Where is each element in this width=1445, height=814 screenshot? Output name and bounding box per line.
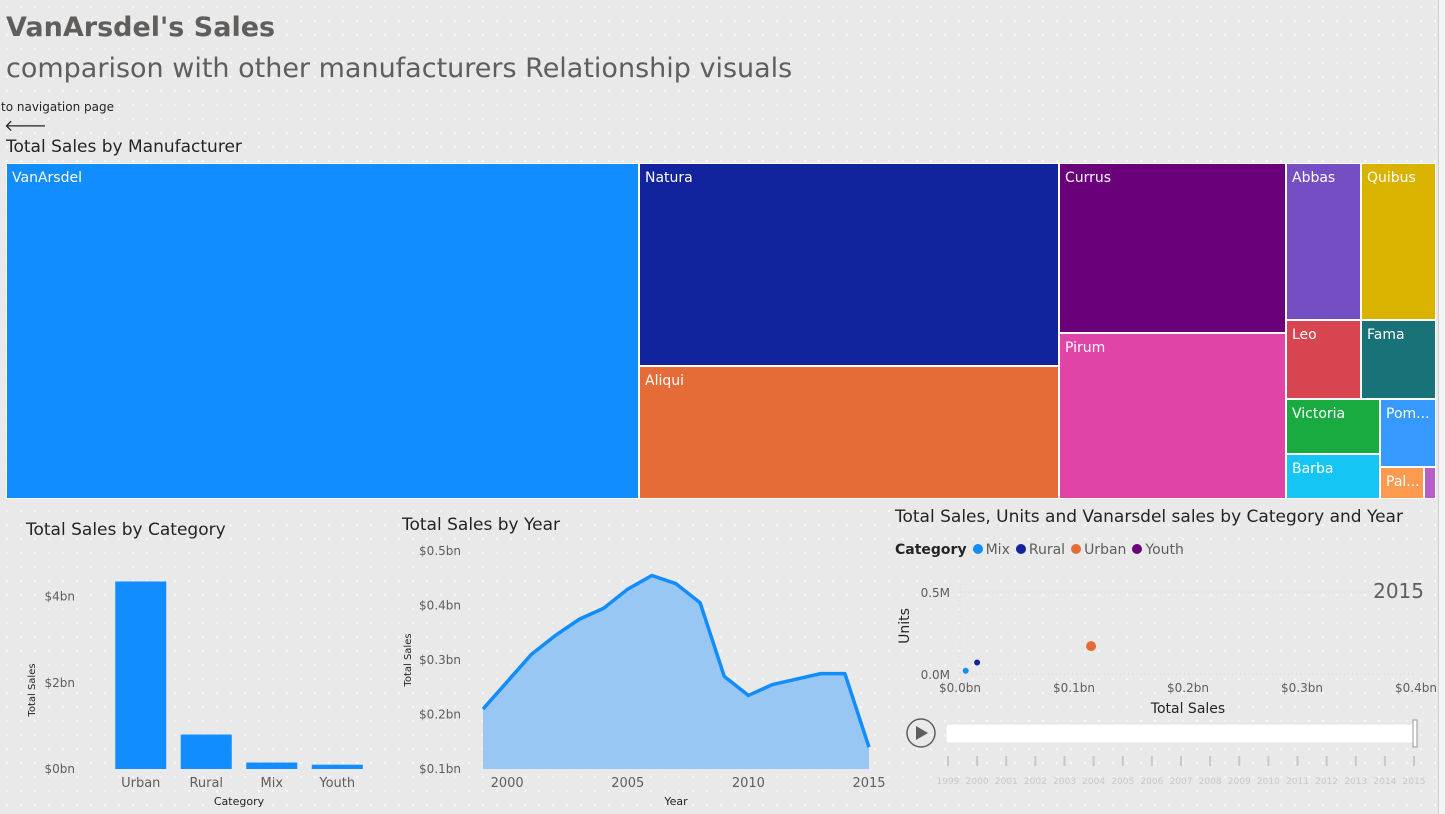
treemap-tile-victoria[interactable]: Victoria: [1286, 399, 1380, 454]
y-tick-label: $0.2bn: [419, 708, 461, 722]
timeline-slider-handle[interactable]: [1412, 719, 1418, 748]
x-tick-label: Mix: [260, 776, 283, 791]
x-tick-label: Youth: [318, 776, 355, 791]
page-edge: [1438, 0, 1445, 814]
timeline-year-label: 2003: [1053, 777, 1076, 787]
x-tick-label: 2010: [732, 776, 765, 791]
y-tick-label: $0.4bn: [419, 599, 461, 613]
bar[interactable]: [115, 581, 167, 769]
navigation-label: to navigation page: [1, 100, 114, 114]
play-year-label: 2015: [1373, 579, 1424, 603]
treemap-tile-currus[interactable]: Currus: [1059, 163, 1286, 333]
legend-dot-icon: [1132, 544, 1143, 554]
x-tick-label: Urban: [121, 776, 160, 791]
timeline-year-label: 2005: [1111, 777, 1134, 787]
treemap-tile-other[interactable]: [1424, 467, 1436, 499]
bar[interactable]: [311, 764, 363, 769]
x-tick-label: Rural: [189, 776, 223, 791]
timeline-year-label: 2011: [1286, 777, 1309, 787]
y-tick-label: $0.1bn: [419, 762, 461, 776]
play-button-ring: [906, 718, 936, 748]
treemap-tile-abbas[interactable]: Abbas: [1286, 163, 1361, 320]
timeline-year-label: 2004: [1082, 777, 1105, 787]
legend-item-youth[interactable]: Youth: [1132, 542, 1184, 558]
x-tick-label: $0.0bn: [939, 681, 981, 695]
timeline-year-label: 2012: [1315, 777, 1338, 787]
page-subtitle: comparison with other manufacturers Rela…: [6, 53, 793, 84]
y-axis-label: Units: [897, 608, 913, 644]
page-title: VanArsdel's Sales: [6, 12, 276, 43]
bar[interactable]: [246, 762, 298, 769]
x-tick-label: 2005: [611, 776, 644, 791]
x-tick-label: $0.1bn: [1053, 681, 1095, 695]
legend-item-urban[interactable]: Urban: [1071, 542, 1132, 558]
scatter-point-mix[interactable]: [962, 667, 969, 674]
treemap-tile-natura[interactable]: Natura: [639, 163, 1059, 366]
timeline-year-label: 2014: [1373, 777, 1396, 787]
y-tick-label: $0.3bn: [419, 653, 461, 667]
treemap-tile-quibus[interactable]: Quibus: [1361, 163, 1436, 320]
timeline-year-label: 2013: [1344, 777, 1367, 787]
legend-dot-icon: [972, 544, 983, 554]
treemap-tile-leo[interactable]: Leo: [1286, 320, 1361, 399]
timeline-year-label: 2008: [1199, 777, 1222, 787]
scatter-legend: Category Mix Rural Urban Youth: [895, 542, 1184, 558]
treemap-tile-aliqui[interactable]: Aliqui: [639, 366, 1059, 499]
play-icon: [916, 726, 928, 740]
timeline-year-label: 2001: [995, 777, 1018, 787]
scatter-point-urban[interactable]: [1086, 641, 1097, 652]
y-tick-label: 0.5M: [921, 586, 950, 600]
x-axis-label: Year: [663, 795, 688, 808]
x-axis-label: Category: [214, 795, 265, 808]
y-tick-label: $2bn: [45, 676, 76, 690]
x-tick-label: 2000: [491, 776, 524, 791]
timeline-year-label: 2010: [1257, 777, 1280, 787]
timeline-year-label: 2006: [1140, 777, 1163, 787]
play-button[interactable]: [906, 718, 936, 748]
timeline-year-label: 2007: [1170, 777, 1193, 787]
x-tick-label: 2015: [852, 776, 885, 791]
legend-title: Category: [895, 542, 967, 558]
timeline-year-label: 2009: [1228, 777, 1251, 787]
y-axis-label: Total Sales: [403, 633, 414, 687]
treemap: VanArsdel Natura Aliqui Currus Pirum Abb…: [6, 163, 1436, 499]
timeline-year-label: 1999: [937, 777, 960, 787]
area-chart-title: Total Sales by Year: [402, 515, 561, 535]
treemap-title: Total Sales by Manufacturer: [6, 137, 242, 157]
timeline-year-label: 2002: [1024, 777, 1047, 787]
x-tick-label: $0.3bn: [1281, 681, 1323, 695]
treemap-tile-barba[interactable]: Barba: [1286, 454, 1380, 499]
legend-item-rural[interactable]: Rural: [1015, 542, 1071, 558]
back-arrow-icon[interactable]: 🡐: [4, 116, 47, 135]
legend-dot-icon: [1071, 544, 1082, 554]
timeline-slider[interactable]: [945, 723, 1417, 744]
x-tick-label: $0.4bn: [1395, 681, 1437, 695]
treemap-tile-fama[interactable]: Fama: [1361, 320, 1436, 399]
x-axis-label: Total Sales: [1150, 701, 1225, 717]
treemap-tile-pal[interactable]: Pal...: [1380, 467, 1424, 499]
legend-item-mix[interactable]: Mix: [972, 542, 1016, 558]
bar-chart: $0bn $2bn $4bn Total Sales Urban Rural Mix Yout…: [27, 581, 363, 808]
y-axis-label: Total Sales: [27, 663, 38, 717]
treemap-tile-vanarsdel[interactable]: VanArsdel: [6, 163, 639, 499]
legend-dot-icon: [1015, 544, 1026, 554]
y-tick-label: $0.5bn: [419, 544, 461, 558]
scatter-chart: 0.0M 0.5M Units $0.0bn $0.1bn $0.2bn $0.3bn $0.…: [897, 579, 1437, 787]
timeline-year-label: 2000: [966, 777, 989, 787]
y-tick-label: $4bn: [45, 590, 76, 604]
bar-chart-title: Total Sales by Category: [26, 520, 226, 540]
scatter-point-rural[interactable]: [974, 659, 981, 666]
treemap-tile-pirum[interactable]: Pirum: [1059, 333, 1286, 499]
timeline-year-label: 2015: [1403, 777, 1426, 787]
y-tick-label: $0bn: [45, 762, 76, 776]
bar[interactable]: [180, 734, 232, 769]
scatter-chart-title: Total Sales, Units and Vanarsdel sales b…: [895, 507, 1403, 527]
area-chart: $0.1bn $0.2bn $0.3bn $0.4bn $0.5bn Total Sale…: [403, 544, 886, 808]
area-fill: [483, 575, 869, 769]
y-tick-label: 0.0M: [921, 668, 950, 682]
treemap-tile-pom[interactable]: Pom...: [1380, 399, 1436, 467]
area-line: [481, 573, 871, 748]
x-tick-label: $0.2bn: [1167, 681, 1209, 695]
